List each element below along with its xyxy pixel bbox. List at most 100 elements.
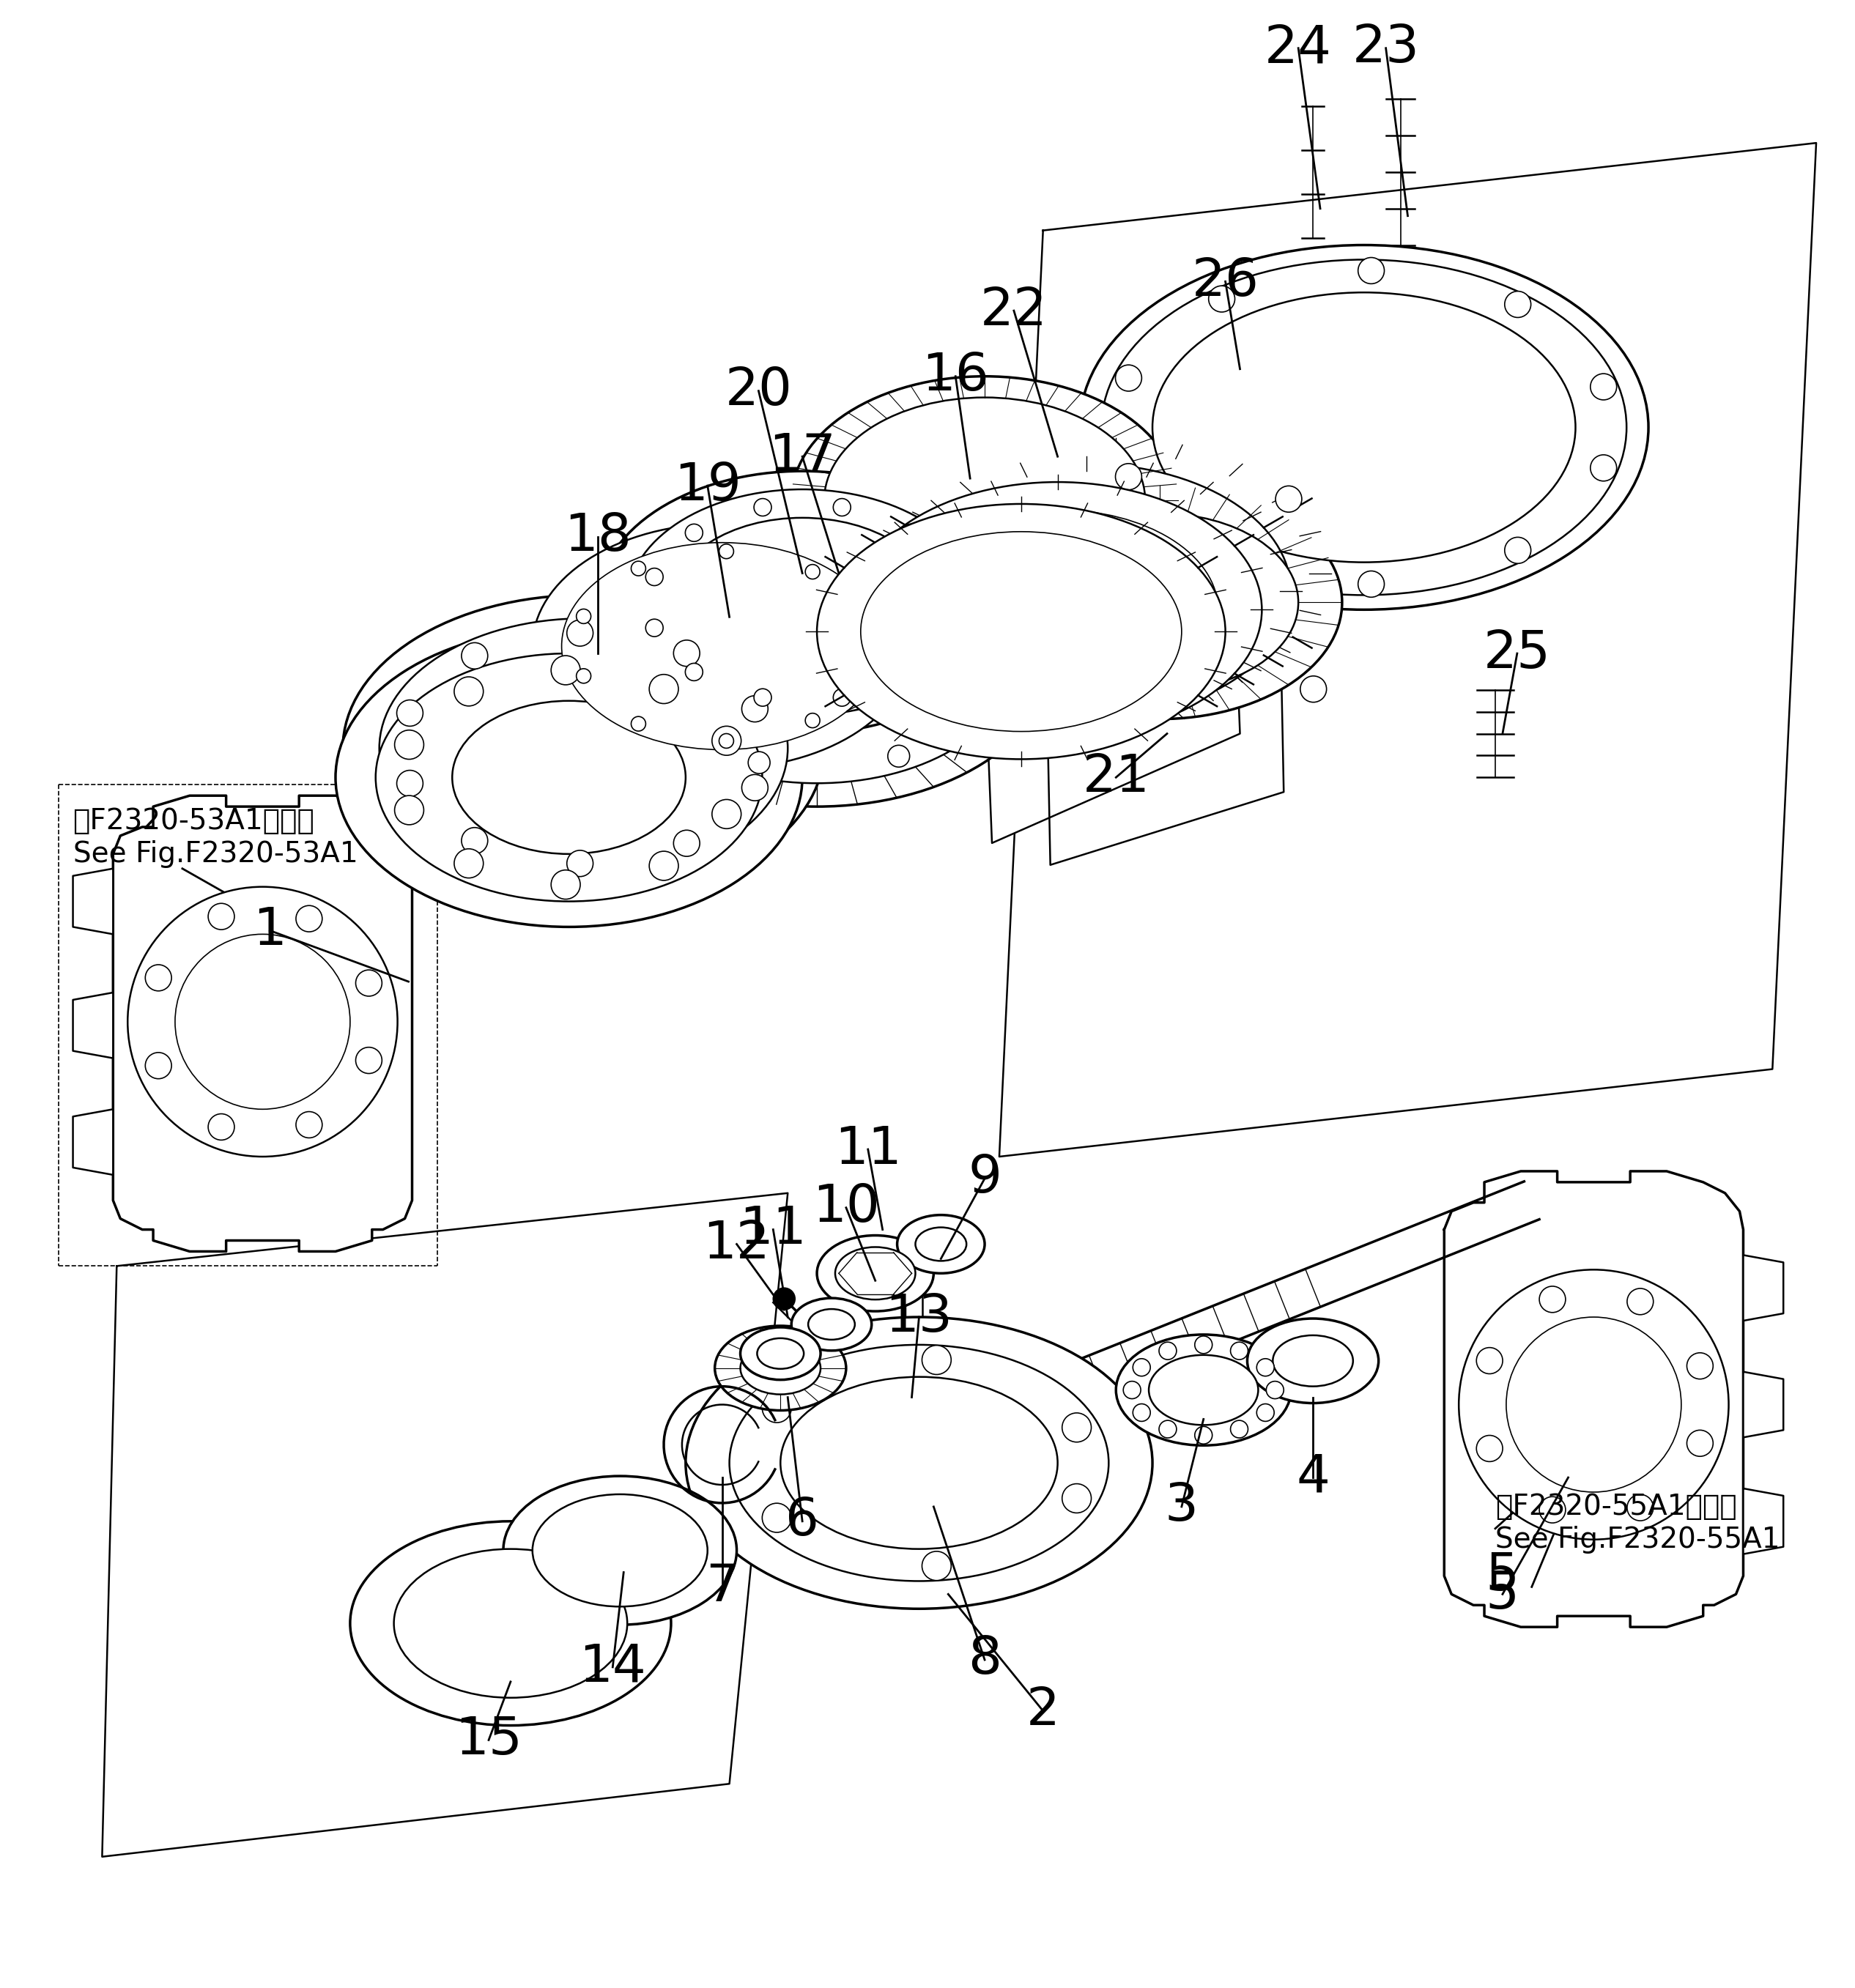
Circle shape [1590,374,1618,400]
Circle shape [748,751,770,773]
Circle shape [577,608,592,624]
Circle shape [942,618,959,636]
Circle shape [646,606,668,628]
Polygon shape [147,829,386,1215]
Ellipse shape [1273,1336,1352,1386]
Circle shape [1018,692,1044,720]
Ellipse shape [853,481,1261,738]
Ellipse shape [955,473,1276,674]
Circle shape [1124,1382,1141,1400]
Ellipse shape [809,1308,855,1340]
Ellipse shape [792,1298,872,1350]
Ellipse shape [781,1378,1057,1549]
Ellipse shape [1148,1356,1258,1425]
Ellipse shape [686,1318,1152,1608]
Circle shape [551,656,581,684]
Circle shape [397,700,423,726]
Polygon shape [1043,427,1284,865]
Circle shape [208,903,234,930]
Ellipse shape [393,1549,627,1698]
Polygon shape [649,1181,1540,1569]
Text: 8: 8 [968,1634,1002,1686]
Circle shape [748,549,770,571]
Polygon shape [1744,1372,1783,1437]
Ellipse shape [898,1215,985,1272]
Ellipse shape [816,1235,933,1312]
Circle shape [551,871,581,899]
Text: 26: 26 [1191,256,1260,306]
Ellipse shape [978,485,1341,720]
Ellipse shape [926,491,1247,692]
Circle shape [1063,1483,1091,1513]
Ellipse shape [532,1495,707,1606]
Circle shape [1256,1404,1274,1421]
Circle shape [1230,1419,1248,1437]
Circle shape [1458,1270,1729,1539]
Circle shape [568,620,594,646]
Text: 20: 20 [725,366,792,415]
Ellipse shape [740,1342,820,1394]
Circle shape [356,970,382,996]
Polygon shape [1445,1171,1744,1626]
Text: 14: 14 [579,1642,646,1692]
Circle shape [1506,1318,1681,1493]
Circle shape [1209,286,1235,312]
Circle shape [684,525,703,541]
Circle shape [454,676,484,706]
Ellipse shape [861,531,1182,732]
Circle shape [356,1048,382,1074]
Circle shape [1504,537,1530,563]
Text: 15: 15 [454,1716,523,1765]
Circle shape [889,746,909,767]
Circle shape [568,851,594,877]
Ellipse shape [1102,260,1627,594]
Circle shape [889,555,909,577]
Circle shape [208,1113,234,1139]
Circle shape [1276,485,1302,513]
Circle shape [992,503,1018,529]
Text: 7: 7 [705,1563,738,1612]
Text: 19: 19 [673,461,742,511]
Circle shape [174,934,351,1109]
Circle shape [1230,1342,1248,1360]
Ellipse shape [351,1521,672,1726]
Text: 17: 17 [768,431,837,481]
Text: 2: 2 [1026,1686,1059,1736]
Circle shape [922,1346,952,1374]
Circle shape [742,696,768,722]
Ellipse shape [377,654,762,901]
Circle shape [805,565,820,579]
Circle shape [684,664,703,680]
Circle shape [1627,1495,1653,1521]
Circle shape [1195,1427,1213,1443]
Circle shape [397,769,423,797]
Circle shape [1540,1286,1566,1312]
Text: 12: 12 [703,1219,770,1270]
Text: 5: 5 [1486,1569,1519,1620]
Text: 16: 16 [922,352,989,402]
Circle shape [297,907,323,932]
Ellipse shape [562,543,883,749]
Ellipse shape [913,445,1321,702]
Circle shape [673,640,699,666]
Polygon shape [72,1109,113,1175]
Circle shape [649,674,679,704]
Circle shape [1590,455,1618,481]
Circle shape [855,664,870,678]
Circle shape [976,678,996,700]
Circle shape [1256,1358,1274,1376]
Circle shape [1063,1413,1091,1441]
Circle shape [762,1503,792,1533]
Circle shape [922,1551,952,1580]
Circle shape [1686,1352,1714,1380]
Circle shape [753,499,772,517]
Ellipse shape [729,1344,1109,1580]
Circle shape [128,887,397,1157]
Circle shape [902,525,920,541]
Circle shape [774,1288,796,1310]
Ellipse shape [503,1475,736,1624]
Circle shape [762,1394,792,1423]
Ellipse shape [627,489,978,716]
Ellipse shape [1080,245,1649,610]
Circle shape [1195,1336,1213,1354]
